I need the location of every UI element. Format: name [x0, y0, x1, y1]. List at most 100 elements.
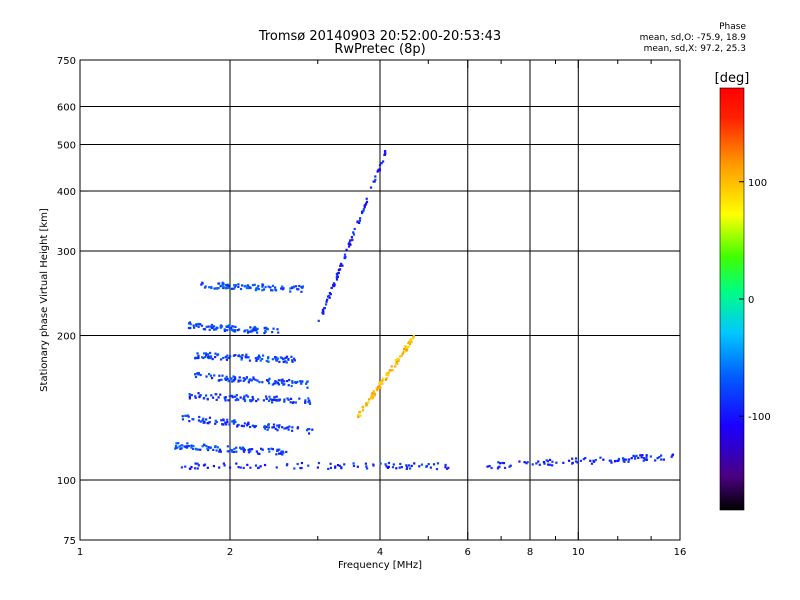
echo-point	[219, 325, 222, 328]
echo-point	[379, 462, 382, 465]
echo-point	[205, 418, 208, 421]
echo-point	[226, 450, 229, 453]
echo-point	[384, 378, 388, 381]
echo-point	[246, 395, 250, 398]
echo-point	[283, 383, 286, 386]
phase-stats-o-mode: mean, sd,O: -75.9, 18.9	[639, 33, 746, 43]
echo-point	[525, 462, 528, 465]
echo-point	[288, 378, 291, 382]
echo-point	[227, 284, 230, 287]
echo-point	[256, 452, 260, 455]
echo-point	[197, 392, 200, 395]
echo-point	[276, 449, 279, 452]
echo-point	[242, 376, 245, 380]
echo-point	[243, 396, 246, 399]
echo-point	[247, 421, 250, 424]
echo-point	[358, 219, 362, 222]
echo-point	[275, 380, 278, 384]
echo-point	[226, 420, 229, 424]
echo-point	[272, 382, 276, 385]
echo-point	[190, 444, 193, 447]
echo-point	[272, 327, 275, 330]
echo-point	[281, 288, 284, 291]
echo-point	[384, 463, 387, 466]
echo-point	[243, 422, 246, 425]
echo-point	[253, 283, 256, 286]
echo-point	[249, 425, 252, 429]
y-tick-label: 400	[57, 187, 76, 198]
echo-point	[370, 394, 373, 397]
echo-point	[251, 284, 255, 287]
colorbar-tick-label: 100	[748, 178, 767, 189]
echo-point	[281, 285, 284, 288]
echo-point	[345, 248, 348, 251]
echo-point	[252, 397, 255, 401]
echo-point	[267, 356, 270, 359]
echo-point	[551, 460, 554, 463]
echo-point	[280, 380, 283, 383]
echo-point	[334, 465, 337, 468]
echo-point	[218, 448, 222, 451]
echo-point	[273, 396, 276, 399]
echo-point	[228, 423, 231, 426]
echo-point	[623, 458, 626, 461]
echo-point	[300, 466, 303, 470]
echo-point	[207, 448, 210, 452]
echo-point	[204, 355, 207, 359]
echo-point	[199, 373, 202, 377]
echo-point	[444, 466, 447, 469]
echo-point	[203, 421, 206, 424]
echo-point	[378, 168, 381, 172]
echo-point	[237, 328, 241, 331]
echo-point	[225, 329, 228, 332]
echo-point	[253, 426, 256, 429]
echo-point	[279, 287, 283, 290]
echo-point	[234, 395, 237, 398]
echo-point	[292, 286, 295, 289]
echo-point	[265, 425, 268, 429]
echo-point	[237, 398, 240, 401]
echo-point	[633, 455, 637, 458]
echo-point	[195, 324, 198, 327]
echo-point	[336, 463, 340, 467]
echo-point	[584, 456, 587, 460]
echo-point	[246, 424, 249, 427]
echo-point	[296, 288, 299, 291]
echo-point	[196, 462, 199, 465]
echo-point	[286, 426, 289, 429]
echo-point	[405, 464, 408, 467]
echo-point	[234, 399, 237, 402]
echo-point	[268, 377, 271, 380]
echo-point	[188, 393, 191, 396]
echo-point	[253, 327, 256, 330]
echo-point	[210, 326, 214, 330]
echo-point	[237, 285, 240, 288]
echo-point	[202, 356, 205, 360]
echo-point	[308, 402, 312, 406]
echo-point	[272, 398, 276, 401]
echo-point	[353, 227, 356, 231]
echo-point	[349, 243, 352, 246]
echo-point	[352, 231, 355, 234]
echo-point	[372, 464, 375, 467]
echo-point	[219, 326, 222, 329]
echo-point	[234, 420, 237, 423]
echo-point	[237, 354, 240, 358]
echo-point	[268, 450, 271, 453]
echo-point	[343, 253, 347, 256]
echo-point	[518, 460, 521, 463]
echo-point	[383, 152, 387, 155]
echo-point	[266, 428, 269, 431]
echo-point	[352, 233, 356, 236]
echo-point	[447, 466, 450, 469]
echo-point	[327, 294, 331, 298]
echo-point	[218, 379, 221, 382]
echo-point	[225, 284, 228, 287]
echo-point	[187, 322, 191, 325]
echo-point	[214, 352, 217, 355]
echo-point	[391, 369, 394, 372]
echo-point	[204, 394, 208, 397]
echo-point	[220, 325, 224, 328]
echo-point	[289, 287, 292, 290]
echo-point	[660, 454, 663, 457]
